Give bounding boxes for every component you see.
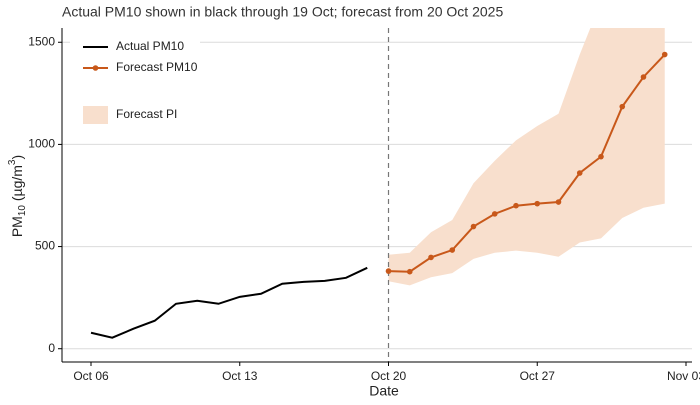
legend-marker [92, 65, 99, 71]
legend-swatch [83, 106, 108, 124]
y-tick-label: 0 [48, 341, 55, 355]
data-point [619, 103, 626, 110]
data-point [470, 223, 477, 230]
x-tick-label: Oct 20 [371, 369, 407, 383]
prediction-band [388, 28, 665, 286]
data-point [406, 268, 413, 275]
series-line [90, 266, 368, 339]
y-tick-label: 1000 [28, 137, 55, 151]
legend-label: Actual PM10 [116, 39, 184, 53]
y-tick-label: 500 [35, 239, 55, 253]
data-point [534, 200, 541, 207]
data-point [513, 202, 519, 209]
x-axis-label: Date [369, 383, 399, 399]
data-point [555, 199, 562, 205]
data-point [385, 268, 392, 274]
x-tick-label: Oct 27 [520, 369, 556, 383]
y-axis-label: PM10 (µg/m3) [7, 155, 28, 237]
y-label-part: PM [9, 216, 25, 237]
x-tick-label: Nov 03 [667, 369, 700, 383]
x-tick-label: Oct 06 [73, 369, 109, 383]
series-line [388, 53, 666, 273]
y-label-part: ) [9, 155, 25, 160]
data-point [491, 211, 498, 217]
data-point [640, 74, 647, 80]
y-tick-label: 1500 [28, 34, 55, 48]
data-point [428, 254, 434, 261]
y-label-sub: 10 [17, 205, 28, 217]
x-tick-label: Oct 13 [222, 369, 258, 383]
data-point [449, 247, 456, 253]
data-point [661, 51, 668, 58]
y-label-sup: 3 [7, 159, 18, 165]
legend-label: Forecast PM10 [116, 60, 198, 74]
legend-label: Forecast PI [116, 107, 177, 121]
data-point [576, 170, 583, 176]
y-label-part: (µg/m [9, 165, 25, 205]
chart-title: Actual PM10 shown in black through 19 Oc… [62, 4, 503, 20]
data-point [598, 153, 604, 160]
